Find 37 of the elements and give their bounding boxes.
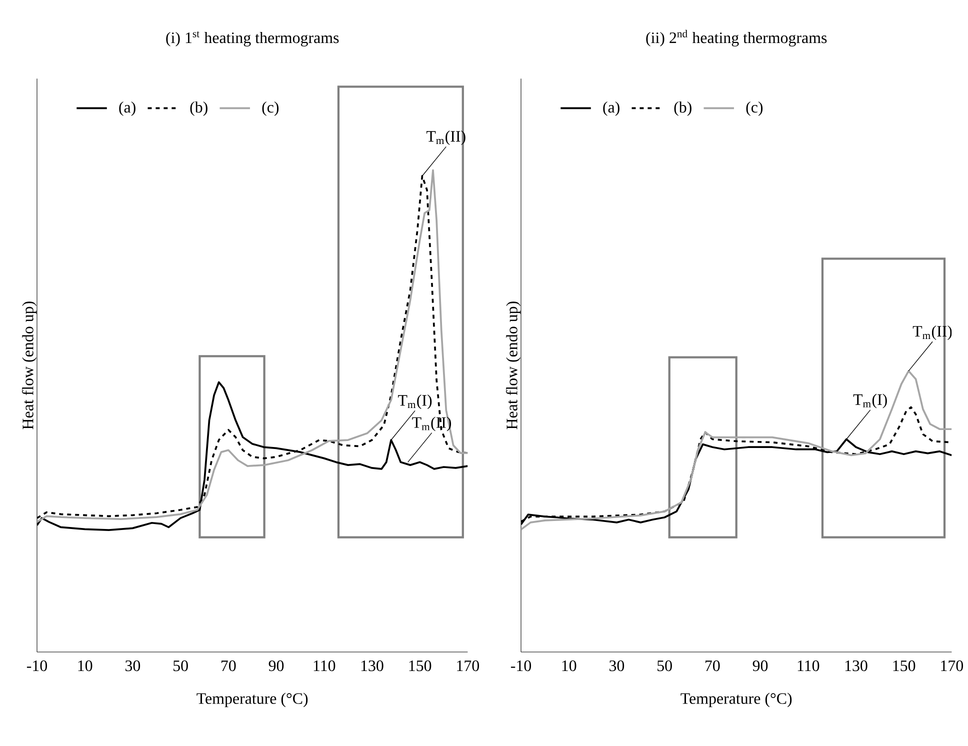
x-tick-label: 130: [845, 660, 868, 672]
x-tick-label: 10: [562, 660, 576, 672]
chart-title: (i) 1$^{st}$ heating thermograms: [166, 31, 339, 46]
legend-label: (a): [603, 101, 620, 116]
x-tick-label: 170: [941, 660, 964, 672]
y-axis-title: Heat flow (endo up): [506, 302, 521, 430]
x-tick-label: 50: [174, 660, 188, 672]
x-tick-label: -10: [510, 660, 532, 672]
legend-label: (b): [674, 101, 692, 116]
annotation: T$_{m}$(II): [412, 416, 452, 432]
annotation: T$_{m}$(I): [853, 394, 887, 408]
annotation: T$_{m}$(II): [426, 130, 466, 145]
x-tick-label: 10: [78, 660, 92, 672]
x-axis-title: Temperature (°C): [196, 692, 308, 708]
x-tick-label: 150: [409, 660, 432, 672]
x-axis-title: Temperature (°C): [680, 692, 792, 708]
x-tick-label: 90: [752, 660, 768, 672]
legend-label: (a): [119, 101, 136, 116]
x-tick-label: 150: [893, 660, 916, 672]
y-axis-title: Heat flow (endo up): [22, 302, 37, 430]
x-tick-label: 70: [705, 660, 720, 672]
x-tick-label: 130: [361, 660, 384, 672]
x-tick-label: 110: [798, 660, 820, 672]
x-tick-label: 110: [314, 660, 336, 672]
x-tick-label: 30: [610, 660, 624, 672]
x-tick-label: 70: [221, 660, 236, 672]
x-tick-label: 90: [268, 660, 284, 672]
legend-label: (b): [190, 101, 208, 116]
x-tick-label: 30: [126, 660, 140, 672]
annotation: T$_{m}$(I): [398, 394, 432, 410]
legend-label: (c): [262, 101, 279, 116]
legend-label: (c): [746, 101, 763, 116]
x-tick-label: 170: [457, 660, 480, 672]
chart-title: (ii) 2$^{nd}$ heating thermograms: [646, 30, 827, 46]
x-tick-label: 50: [658, 660, 672, 672]
annotation: T$_{m}$(II): [912, 325, 952, 340]
x-tick-label: -10: [26, 660, 48, 672]
